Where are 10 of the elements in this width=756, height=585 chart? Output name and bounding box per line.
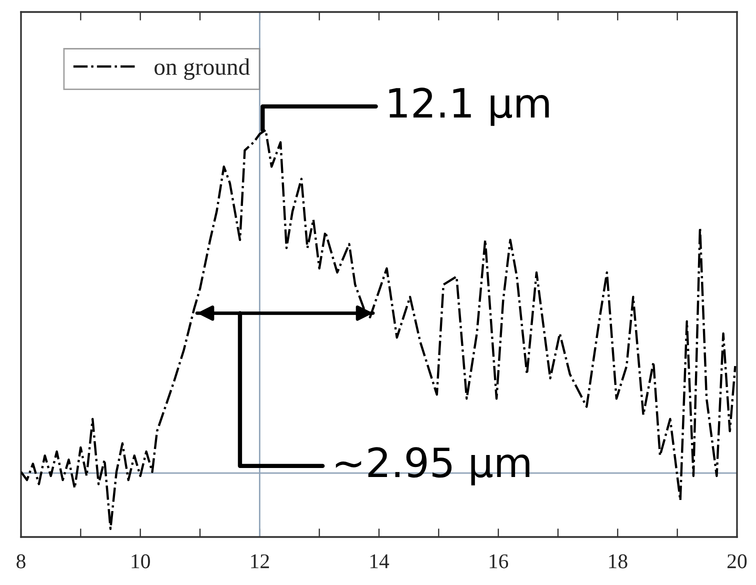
legend-label: on ground xyxy=(154,58,250,80)
annotation: ~2.95 μm xyxy=(336,447,530,486)
x-tick-label: 18 xyxy=(609,554,628,568)
x-tick-label: 8 xyxy=(16,554,26,568)
x-tick-label: 10 xyxy=(132,554,150,568)
annotation: 12.1 μm xyxy=(389,88,549,126)
x-tick-label: 12 xyxy=(251,554,269,568)
x-tick-label: 20 xyxy=(728,554,747,568)
x-tick-label: 14 xyxy=(370,554,390,568)
x-tick-label: 16 xyxy=(490,554,508,568)
